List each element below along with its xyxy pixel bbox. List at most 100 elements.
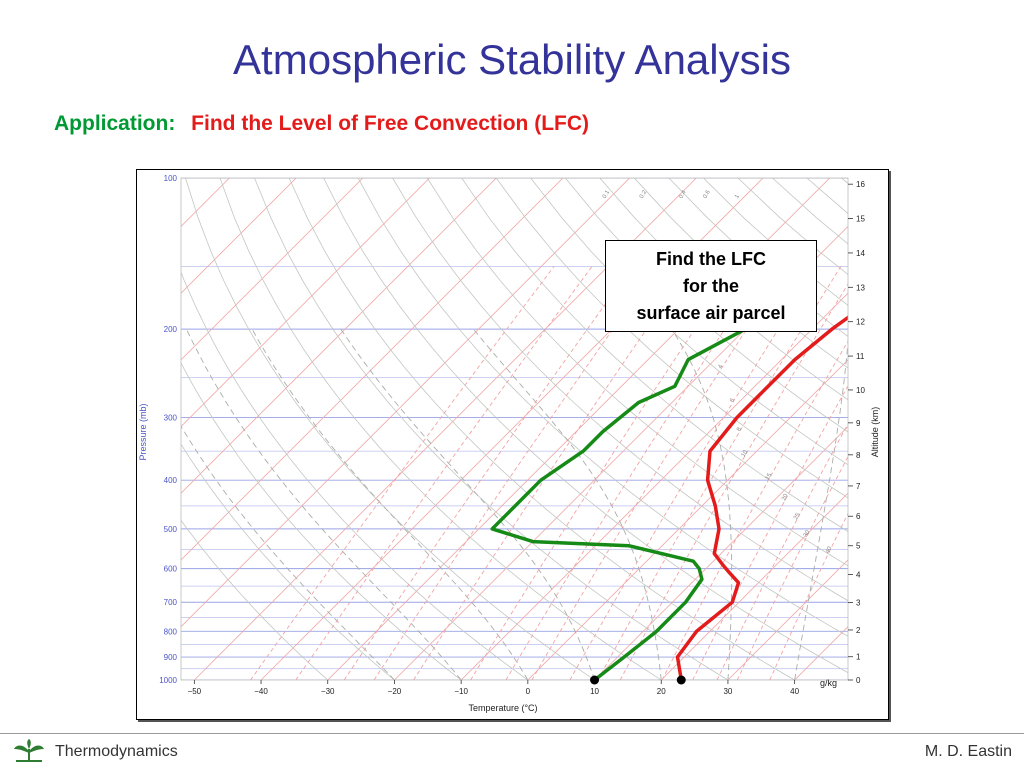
plot-border xyxy=(180,177,849,681)
dry-adiabat xyxy=(254,178,729,680)
altitude-tick-label: 1 xyxy=(856,653,861,662)
altitude-tick-label: 10 xyxy=(856,386,865,395)
mixing-ratio-label: 4 xyxy=(718,363,725,369)
temperature-tick-label: −20 xyxy=(388,687,402,696)
footer: Thermodynamics M. D. Eastin xyxy=(0,733,1024,769)
temperature-surface-marker xyxy=(676,675,686,685)
isotherm xyxy=(181,178,230,228)
isotherm xyxy=(660,492,848,680)
footer-course: Thermodynamics xyxy=(55,743,178,760)
mixing-ratio-line xyxy=(736,455,848,680)
subtitle-lead: Application: xyxy=(54,112,176,135)
mixing-ratio-label: 8 xyxy=(736,426,743,432)
isotherm xyxy=(181,178,297,294)
altitude-tick-label: 4 xyxy=(856,571,861,580)
dry-adiabat xyxy=(181,443,395,680)
dry-adiabat xyxy=(564,178,848,433)
altitude-tick-label: 7 xyxy=(856,482,861,491)
temperature-tick-label: 40 xyxy=(790,687,799,696)
dry-adiabat xyxy=(426,178,848,567)
dry-adiabat xyxy=(495,178,848,499)
pressure-tick-label: 700 xyxy=(164,598,178,607)
altitude-tick-label: 8 xyxy=(856,451,861,460)
altitude-tick-label: 14 xyxy=(856,249,865,258)
dewpoint-surface-marker xyxy=(590,675,600,685)
dry-adiabat xyxy=(181,271,529,680)
mixing-ratio-label: 30 xyxy=(803,529,812,538)
altitude-tick-label: 15 xyxy=(856,215,865,224)
dry-adiabat xyxy=(461,178,848,533)
moist-adiabat xyxy=(181,425,395,680)
pressure-tick-label: 100 xyxy=(164,174,178,183)
dry-adiabat xyxy=(599,178,848,401)
footer-author: M. D. Eastin xyxy=(924,743,1012,760)
x-axis-label: Temperature (°C) xyxy=(468,703,537,713)
mixing-ratio-line xyxy=(716,422,848,680)
mixing-ratio-line xyxy=(373,266,658,680)
subtitle: Application: Find the Level of Free Conv… xyxy=(54,112,589,136)
altitude-tick-label: 6 xyxy=(856,512,861,521)
altitude-tick-label: 11 xyxy=(856,352,865,361)
mixing-ratio-label: 0.6 xyxy=(702,189,712,200)
mixing-ratio-label: 6 xyxy=(729,397,736,403)
mixing-ratio-line xyxy=(505,266,767,680)
mixing-ratio-line xyxy=(769,512,848,680)
dry-adiabat xyxy=(219,178,662,680)
moist-adiabat xyxy=(794,336,848,680)
mixing-ratio-line xyxy=(569,266,819,680)
mixing-ratio-label: 0.2 xyxy=(639,189,649,200)
mixing-ratio-label: 0.1 xyxy=(602,189,612,200)
pressure-tick-label: 900 xyxy=(164,653,178,662)
altitude-tick-label: 16 xyxy=(856,180,865,189)
slide-title: Atmospheric Stability Analysis xyxy=(233,36,791,83)
mixing-ratio-unit: g/kg xyxy=(820,678,837,688)
pressure-tick-label: 1000 xyxy=(159,676,177,685)
mixing-ratio-label: 40 xyxy=(825,545,834,554)
isotherm xyxy=(181,178,497,494)
mixing-ratio-label: 25 xyxy=(793,512,802,521)
pressure-tick-label: 200 xyxy=(164,325,178,334)
dry-adiabat xyxy=(530,178,848,466)
isotherm xyxy=(181,178,430,428)
dry-adiabat xyxy=(181,362,462,680)
mixing-ratio-label: 10 xyxy=(741,449,750,458)
temperature-tick-label: 30 xyxy=(723,687,732,696)
temperature-tick-label: −30 xyxy=(321,687,335,696)
temperature-tick-label: 0 xyxy=(526,687,531,696)
isotherm xyxy=(460,292,848,680)
mixing-ratio-line xyxy=(597,266,842,680)
mixing-ratio-line xyxy=(661,340,848,680)
altitude-tick-label: 5 xyxy=(856,542,861,551)
mixing-ratio-label: 20 xyxy=(781,493,790,502)
moist-adiabat xyxy=(340,328,595,680)
isotherm xyxy=(727,559,848,680)
callout-line: for the xyxy=(683,276,739,296)
pressure-tick-label: 300 xyxy=(164,414,178,423)
altitude-tick-label: 2 xyxy=(856,626,861,635)
lfc-callout: Find the LFC for the surface air parcel xyxy=(605,240,817,332)
mixing-ratio-line xyxy=(250,266,555,680)
temperature-tick-label: −50 xyxy=(188,687,202,696)
dry-adiabat xyxy=(323,178,848,674)
mixing-ratio-label: 0.4 xyxy=(678,189,688,200)
altitude-tick-label: 9 xyxy=(856,419,861,428)
dry-adiabat xyxy=(185,178,595,680)
mixing-ratio-line xyxy=(531,266,788,680)
pressure-tick-label: 500 xyxy=(164,525,178,534)
mixing-ratio-line xyxy=(413,266,691,680)
temperature-tick-label: −10 xyxy=(454,687,468,696)
dry-adiabat xyxy=(288,178,795,680)
altitude-tick-label: 3 xyxy=(856,599,861,608)
isotherm xyxy=(527,359,848,680)
dry-adiabat xyxy=(392,178,848,602)
dry-adiabat xyxy=(181,519,328,680)
dewpoint-profile xyxy=(490,322,753,680)
altitude-tick-label: 12 xyxy=(856,318,865,327)
moist-adiabat xyxy=(186,328,462,680)
y-axis-label: Pressure (mb) xyxy=(138,403,148,460)
callout-line: surface air parcel xyxy=(636,303,786,323)
dry-adiabat xyxy=(357,178,848,637)
isotherm xyxy=(181,178,564,561)
mixing-ratio-label: 15 xyxy=(765,472,774,481)
